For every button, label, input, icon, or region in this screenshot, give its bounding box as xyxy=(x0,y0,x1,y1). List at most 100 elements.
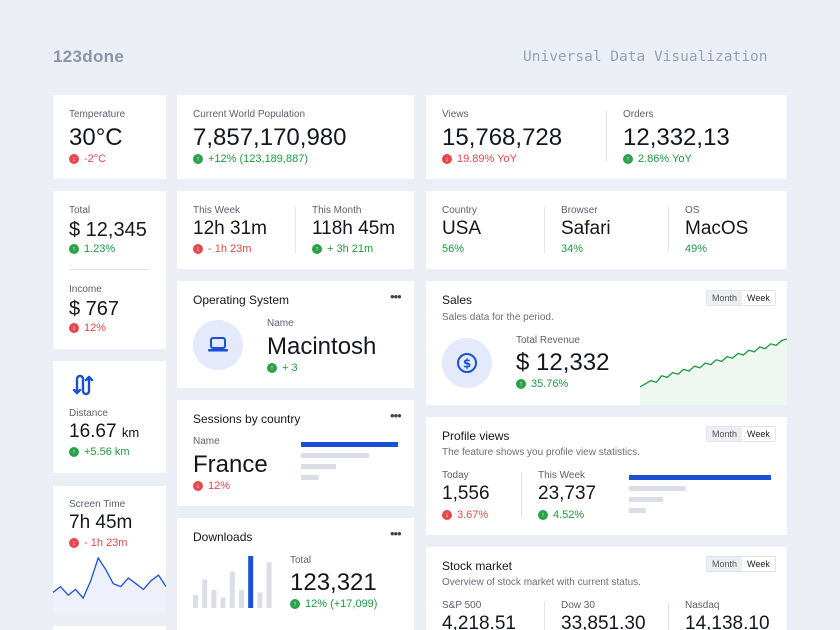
bar xyxy=(301,453,369,458)
week-tab[interactable]: Week xyxy=(742,291,775,305)
bar xyxy=(202,579,208,608)
week-tab[interactable]: Week xyxy=(742,557,775,571)
arrow-down-icon: ↓ xyxy=(69,538,79,548)
screen-time-card: Screen Time 7h 45m ↓ - 1h 23m xyxy=(53,486,166,614)
bar xyxy=(629,508,646,513)
stock-subtitle: Overview of stock market with current st… xyxy=(442,577,641,588)
stock-item-value: 4,218.51 xyxy=(442,613,516,630)
today-delta: ↓ 3.67% xyxy=(442,509,488,521)
downloads-bar-chart xyxy=(193,556,272,608)
revenue-value: $ 12,332 xyxy=(516,349,610,376)
sessions-title: Sessions by country xyxy=(193,412,301,426)
month-tab[interactable]: Month xyxy=(707,291,743,305)
os-label: OS xyxy=(685,205,700,216)
bar xyxy=(193,595,198,608)
stock-item-label: Nasdaq xyxy=(685,600,720,611)
population-label: Current World Population xyxy=(193,109,306,120)
divider xyxy=(668,602,669,630)
temperature-value: 30°C xyxy=(69,124,123,151)
arrow-down-icon: ↓ xyxy=(193,244,203,254)
this-week-delta-text: - 1h 23m xyxy=(208,243,252,255)
profile-views-card: Profile views The feature shows you prof… xyxy=(426,417,787,535)
sparkline-line xyxy=(640,338,787,388)
profile-week-delta-text: 4.52% xyxy=(553,509,585,521)
arrow-up-icon: ↑ xyxy=(516,379,526,389)
profile-views-title: Profile views xyxy=(442,429,510,443)
divider xyxy=(69,269,149,270)
temperature-delta: ↓ -2°C xyxy=(69,153,106,165)
views-delta-text: 19.89% YoY xyxy=(457,153,517,165)
sales-sparkline xyxy=(640,338,787,405)
revenue-delta: ↑ 35.76% xyxy=(516,378,568,390)
bar xyxy=(248,556,254,608)
income-delta: ↓ 12% xyxy=(69,322,106,334)
arrow-down-icon: ↓ xyxy=(442,154,452,164)
laptop-icon xyxy=(193,320,243,370)
revenue-label: Total Revenue xyxy=(516,335,580,346)
sales-title: Sales xyxy=(442,293,473,307)
total-income-card: Total $ 12,345 ↑ 1.23% Income $ 767 ↓ 12% xyxy=(53,191,166,349)
profile-views-subtitle: The feature shows you profile view stati… xyxy=(442,447,640,458)
this-week-label: This Week xyxy=(193,205,241,216)
os-name-value: Macintosh xyxy=(267,333,377,360)
partial-card xyxy=(53,626,166,630)
total-value: $ 12,345 xyxy=(69,219,147,241)
sales-subtitle: Sales data for the period. xyxy=(442,312,554,323)
country-label: Country xyxy=(442,205,478,216)
sessions-bar-chart xyxy=(301,442,398,480)
this-month-label: This Month xyxy=(312,205,362,216)
views-orders-card: Views 15,768,728 ↓ 19.89% YoY Orders 12,3… xyxy=(426,95,787,179)
temperature-delta-text: -2°C xyxy=(84,153,107,165)
more-options-icon[interactable]: ••• xyxy=(390,408,402,423)
country-pct: 56% xyxy=(442,243,465,255)
more-options-icon[interactable]: ••• xyxy=(390,526,402,541)
bar xyxy=(220,597,226,608)
today-label: Today xyxy=(442,470,469,481)
population-card: Current World Population 7,857,170,980 ↑… xyxy=(177,95,414,179)
arrow-down-icon: ↓ xyxy=(193,481,203,491)
period-toggle: Month Week xyxy=(706,290,776,306)
total-label: Total xyxy=(69,205,91,216)
browser-pct: 34% xyxy=(561,243,584,255)
logo: 123done xyxy=(53,47,125,66)
month-tab[interactable]: Month xyxy=(707,427,743,441)
bar xyxy=(229,571,235,608)
revenue-delta-text: 35.76% xyxy=(531,378,569,390)
os-pct: 49% xyxy=(685,243,708,255)
downloads-total-label: Total xyxy=(290,555,312,566)
month-tab[interactable]: Month xyxy=(707,557,743,571)
arrow-up-icon: ↑ xyxy=(69,447,79,457)
more-options-icon[interactable]: ••• xyxy=(390,289,402,304)
bar xyxy=(211,589,217,608)
bar xyxy=(239,589,244,608)
sessions-delta-text: 12% xyxy=(208,480,231,492)
period-toggle: Month Week xyxy=(706,556,776,572)
profile-week-value: 23,737 xyxy=(538,483,597,504)
orders-value: 12,332,13 xyxy=(623,124,730,151)
orders-label: Orders xyxy=(623,109,654,120)
sparkline-line xyxy=(53,556,166,600)
country-value: USA xyxy=(442,218,482,239)
stock-market-card: Stock market Overview of stock market wi… xyxy=(426,547,787,630)
population-delta-text: +12% (123,189,887) xyxy=(208,153,308,165)
dollar-icon: $ xyxy=(442,338,492,388)
this-month-delta: ↑ + 3h 21m xyxy=(312,243,373,255)
population-delta: ↑ +12% (123,189,887) xyxy=(193,153,308,165)
screen-time-value: 7h 45m xyxy=(69,512,133,533)
arrow-down-icon: ↓ xyxy=(442,510,452,520)
operating-system-card: Operating System ••• Name Macintosh ↑ + 3 xyxy=(177,281,414,388)
arrow-up-icon: ↑ xyxy=(290,599,300,609)
browser-value: Safari xyxy=(561,218,611,239)
sessions-name-label: Name xyxy=(193,436,220,447)
week-tab[interactable]: Week xyxy=(742,427,775,441)
arrow-up-icon: ↑ xyxy=(312,244,322,254)
screen-time-delta: ↓ - 1h 23m xyxy=(69,537,127,549)
screen-time-sparkline xyxy=(53,556,166,614)
total-delta-text: 1.23% xyxy=(84,243,116,255)
orders-delta-text: 2.86% YoY xyxy=(638,153,692,165)
arrow-up-icon: ↑ xyxy=(538,510,548,520)
os-value: MacOS xyxy=(685,218,749,239)
time-card: This Week 12h 31m ↓ - 1h 23m This Month 1… xyxy=(177,191,414,269)
sessions-card: Sessions by country ••• Name France ↓ 12% xyxy=(177,400,414,506)
bar xyxy=(266,562,272,608)
